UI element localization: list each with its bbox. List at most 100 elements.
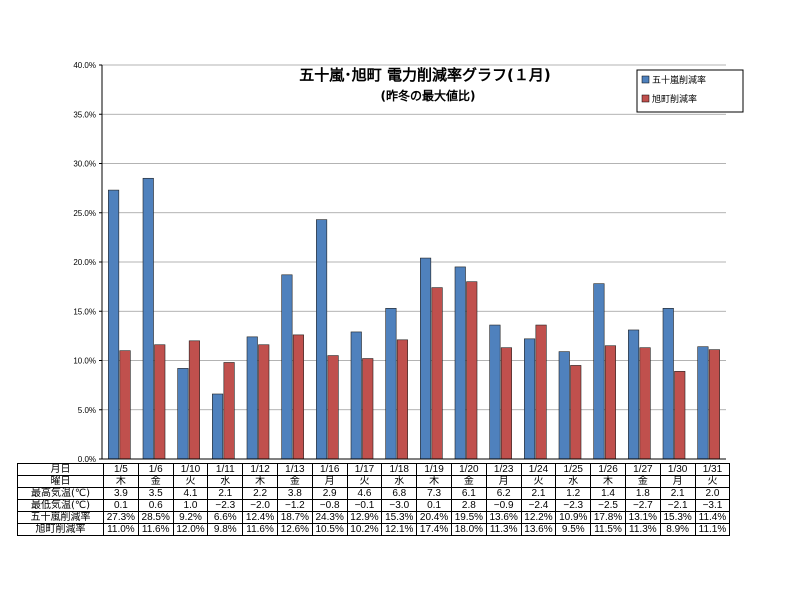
bar-asahimachi [154, 344, 166, 460]
table-cell: 2.0 [694, 487, 731, 500]
table-cell: 火 [172, 475, 209, 488]
table-cell: 13.6% [520, 523, 557, 536]
table-cell: −2.1 [659, 499, 696, 512]
table-cell: 17.8% [590, 511, 626, 524]
table-cell: 2.8 [450, 499, 487, 512]
table-cell: 12.2% [520, 511, 557, 524]
table-cell: 1/16 [311, 463, 348, 476]
y-tick-label: 30.0% [73, 160, 96, 169]
table-cell: 水 [207, 475, 244, 488]
table-row: 曜日木金火水木金月火水木金月火水木金月火 [17, 475, 731, 488]
table-cell: 28.5% [137, 511, 174, 524]
bar-asahimachi [188, 340, 200, 460]
legend-box [636, 69, 744, 113]
bar-igarashi [662, 307, 674, 460]
table-cell: −2.5 [590, 499, 626, 512]
y-tick-label: 25.0% [73, 209, 96, 218]
table-cell: −2.7 [624, 499, 661, 512]
table-cell: 4.1 [172, 487, 209, 500]
table-cell: 3.5 [137, 487, 174, 500]
gridlines [102, 64, 726, 411]
bar-asahimachi [466, 281, 478, 460]
table-cell: 8.9% [659, 523, 696, 536]
table-cell: 1.2 [555, 487, 592, 500]
table-row-label: 最低気温(℃) [17, 499, 104, 512]
bar-igarashi [212, 393, 224, 460]
table-row: 最高気温(℃) 3.9 3.5 4.1 2.1 2.2 3.8 2.9 4.6 6.8 7.3 6.1… [17, 487, 731, 500]
table-cell: 1/26 [590, 463, 626, 476]
bar-asahimachi [535, 324, 547, 460]
bar-igarashi [489, 324, 501, 460]
table-cell: 1/23 [485, 463, 522, 476]
table-row-label: 最高気温(℃) [17, 487, 104, 500]
bar-igarashi [350, 331, 362, 460]
table-cell: 12.0% [172, 523, 209, 536]
table-cell: 木 [242, 475, 278, 488]
table-cell: 11.6% [137, 523, 174, 536]
bar-asahimachi [604, 345, 616, 460]
bars [108, 177, 720, 460]
table-cell: 0.6 [137, 499, 174, 512]
table-cell: 月 [659, 475, 696, 488]
table-cell: 15.3% [381, 511, 418, 524]
table-cell: 12.4% [242, 511, 278, 524]
y-tick-label: 10.0% [73, 357, 96, 366]
table-cell: 11.5% [590, 523, 626, 536]
y-tick-label: 5.0% [78, 406, 96, 415]
bar-igarashi [593, 283, 605, 460]
bar-igarashi [524, 338, 536, 460]
table-row: 旭町削減率 11.0% 11.6% 12.0% 9.8% 11.6% 12.6% 10.5% 1… [17, 523, 731, 536]
table-cell: 10.2% [346, 523, 383, 536]
y-tick-label: 35.0% [73, 110, 96, 119]
table-cell: 火 [694, 475, 731, 488]
table-cell: 12.1% [381, 523, 418, 536]
table-cell: 0.1 [103, 499, 139, 512]
bar-igarashi [246, 336, 258, 460]
table-cell: 11.3% [485, 523, 522, 536]
table-cell: 木 [103, 475, 139, 488]
table-cell: 7.3 [416, 487, 452, 500]
table-cell: 27.3% [103, 511, 139, 524]
table-cell: 11.3% [624, 523, 661, 536]
table-row: 最低気温(℃) 0.1 0.6 1.0 −2.3 −2.0 −1.2 −0.8 −0.1 −3.0… [17, 499, 731, 512]
bar-igarashi [142, 177, 154, 460]
table-cell: 火 [346, 475, 383, 488]
table-cell: −3.0 [381, 499, 418, 512]
table-cell: 1/10 [172, 463, 209, 476]
bar-igarashi [108, 189, 120, 460]
data-table: 月日 1/5 1/6 1/10 1/11 1/12 1/13 1/16 1/17 1/18 1/19… [17, 463, 731, 536]
chart-title: 五十嵐･旭町 電力削減率グラフ(１月) [299, 66, 550, 84]
table-cell: 6.1 [450, 487, 487, 500]
table-cell: 2.1 [659, 487, 696, 500]
table-cell: −0.9 [485, 499, 522, 512]
bar-asahimachi [639, 347, 651, 460]
bar-asahimachi [674, 371, 686, 460]
table-cell: 月 [311, 475, 348, 488]
table-cell: 0.1 [416, 499, 452, 512]
table-row: 五十嵐削減率 27.3% 28.5% 9.2% 6.6% 12.4% 18.7% 24.3% 1… [17, 511, 731, 524]
table-cell: −2.3 [207, 499, 244, 512]
bar-asahimachi [327, 355, 339, 460]
table-cell: 19.5% [450, 511, 487, 524]
y-tick-label: 15.0% [73, 307, 96, 316]
y-axis-ticks: 0.0% 5.0% 10.0% 15.0% 20.0% 25.0% 30.0% 35.0% 40… [73, 61, 102, 464]
table-cell: 1/11 [207, 463, 244, 476]
bar-igarashi [454, 266, 466, 460]
table-cell: 12.6% [276, 523, 313, 536]
bar-igarashi [628, 329, 640, 460]
table-cell: 1/25 [555, 463, 592, 476]
table-row-label: 旭町削減率 [17, 523, 104, 536]
table-cell: 1/12 [242, 463, 278, 476]
table-cell: 10.5% [311, 523, 348, 536]
table-cell: 6.2 [485, 487, 522, 500]
table-cell: 1.8 [624, 487, 661, 500]
table-cell: 水 [555, 475, 592, 488]
table-cell: 1/5 [103, 463, 139, 476]
table-cell: 13.6% [485, 511, 522, 524]
table-cell: 9.2% [172, 511, 209, 524]
table-cell: 1/17 [346, 463, 383, 476]
table-cell: 6.8 [381, 487, 418, 500]
table-cell: −0.8 [311, 499, 348, 512]
bar-asahimachi [570, 365, 582, 460]
bar-igarashi [558, 351, 570, 460]
